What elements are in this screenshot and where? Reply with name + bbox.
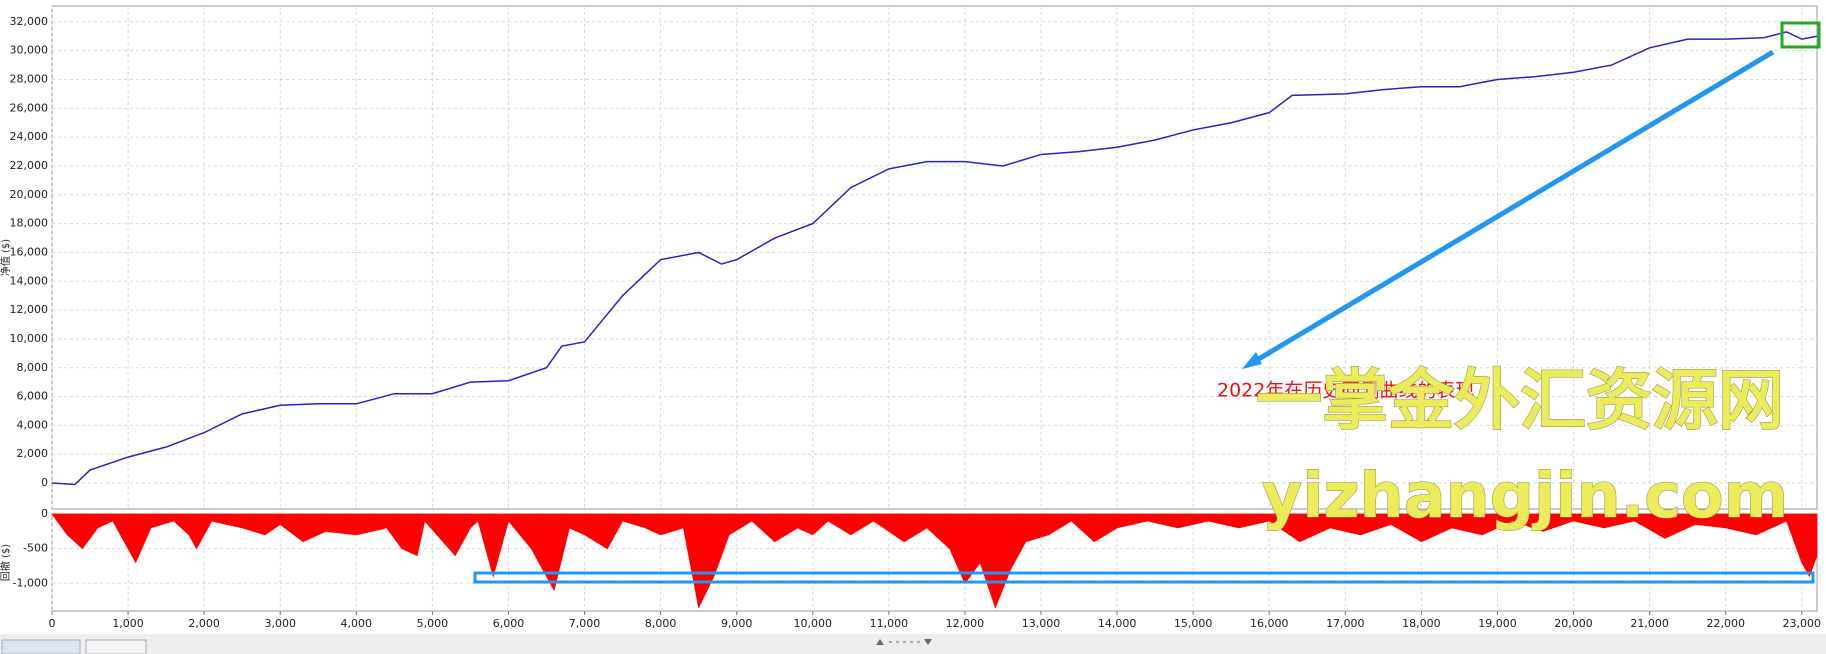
y-tick-label: 12,000 [10, 303, 49, 316]
y-axis-label: 净值 ($) [0, 239, 12, 276]
x-tick-label: 3,000 [264, 617, 296, 630]
arrow-head [1242, 352, 1262, 369]
y-tick-label: 4,000 [17, 418, 49, 431]
x-tick-label: 12,000 [946, 617, 985, 630]
equity-line [51, 31, 1818, 486]
y-tick-label: 20,000 [10, 188, 49, 201]
tab[interactable] [1, 639, 81, 654]
y-tick-label: 16,000 [10, 245, 49, 258]
x-tick-label: 15,000 [1174, 617, 1213, 630]
y-tick-label: 18,000 [10, 217, 49, 230]
y-tick-label: -1,000 [13, 576, 48, 589]
splitter-down[interactable] [924, 639, 932, 645]
y-tick-label: 8,000 [17, 361, 49, 374]
x-tick-label: 13,000 [1022, 617, 1061, 630]
x-tick-label: 6,000 [493, 617, 525, 630]
x-tick-label: 19,000 [1478, 617, 1517, 630]
x-tick-label: 1,000 [112, 617, 144, 630]
y-tick-label: 0 [41, 507, 48, 520]
x-tick-label: 8,000 [645, 617, 677, 630]
x-tick-label: 7,000 [569, 617, 601, 630]
y-tick-label: 22,000 [10, 159, 49, 172]
y-tick-label: 32,000 [10, 15, 49, 28]
y-tick-label: 28,000 [10, 73, 49, 86]
tab-bar [0, 634, 1826, 654]
x-tick-label: 14,000 [1098, 617, 1137, 630]
highlight-box [473, 571, 1815, 584]
x-tick-label: 22,000 [1706, 617, 1745, 630]
x-tick-label: 11,000 [870, 617, 909, 630]
y-tick-label: 2,000 [17, 447, 49, 460]
x-tick-label: 2,000 [188, 617, 220, 630]
y-tick-label: 6,000 [17, 390, 49, 403]
annotation: 2022年在历史回测曲线的表现 [1217, 380, 1474, 402]
x-tick-label: 20,000 [1554, 617, 1593, 630]
splitter-up[interactable] [876, 639, 884, 645]
x-tick-label: 21,000 [1630, 617, 1669, 630]
x-tick-label: 0 [49, 617, 56, 630]
y-tick-label: 10,000 [10, 332, 49, 345]
arrow [1250, 49, 1775, 366]
tab[interactable] [85, 639, 147, 654]
y-tick-label: 26,000 [10, 101, 49, 114]
x-tick-label: 23,000 [1783, 617, 1822, 630]
y-tick-label: -500 [23, 542, 48, 555]
y-axis-label: 回撤 ($) [0, 544, 12, 581]
y-tick-label: 0 [41, 476, 48, 489]
x-tick-label: 17,000 [1326, 617, 1365, 630]
x-tick-label: 4,000 [341, 617, 373, 630]
x-tick-label: 10,000 [794, 617, 833, 630]
y-tick-label: 24,000 [10, 130, 49, 143]
y-tick-label: 14,000 [10, 274, 49, 287]
drawdown-area [51, 513, 1818, 609]
watermark: 一掌金外汇资源网 [1256, 362, 1784, 439]
x-tick-label: 18,000 [1402, 617, 1441, 630]
x-tick-label: 9,000 [721, 617, 753, 630]
y-tick-label: 30,000 [10, 44, 49, 57]
highlight-box [1780, 21, 1821, 49]
watermark: yizhangjin.com [1262, 459, 1788, 532]
x-tick-label: 16,000 [1250, 617, 1289, 630]
x-tick-label: 5,000 [417, 617, 449, 630]
